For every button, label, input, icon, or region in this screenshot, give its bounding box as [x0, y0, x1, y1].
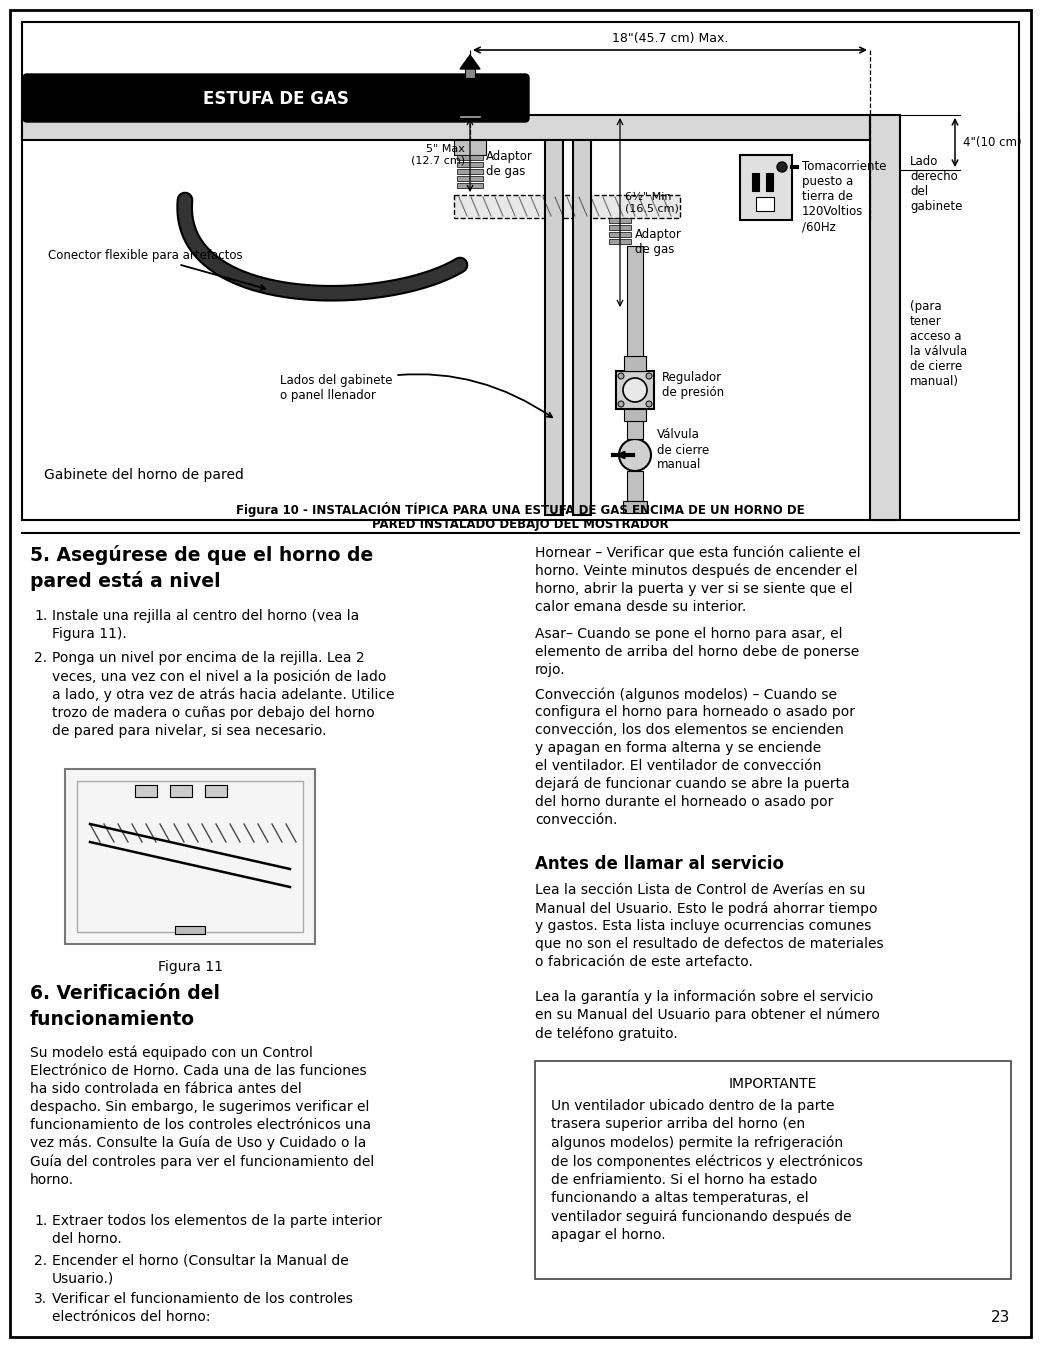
Bar [627, 471, 643, 501]
Bar [454, 195, 680, 218]
Bar [545, 140, 563, 515]
Bar [870, 114, 900, 520]
Bar [459, 114, 481, 119]
Circle shape [623, 379, 648, 401]
Text: Válvula
de cierre
manual: Válvula de cierre manual [657, 428, 709, 471]
Bar [205, 785, 227, 797]
Text: Figura 11: Figura 11 [157, 960, 223, 974]
Text: Verificar el funcionamiento de los controles
electrónicos del horno:: Verificar el funcionamiento de los contr… [52, 1292, 353, 1324]
Text: 18"(45.7 cm) Max.: 18"(45.7 cm) Max. [612, 32, 729, 44]
Bar [609, 238, 631, 244]
Text: ESTUFA DE GAS: ESTUFA DE GAS [203, 90, 349, 108]
Bar [740, 155, 792, 220]
Bar [457, 183, 483, 189]
Text: 2.: 2. [34, 1254, 47, 1268]
Bar [457, 162, 483, 167]
Bar [627, 409, 643, 439]
Bar [752, 172, 759, 191]
Text: 1.: 1. [34, 1214, 47, 1228]
Circle shape [777, 162, 787, 172]
Text: IMPORTANTE: IMPORTANTE [729, 1078, 817, 1091]
Text: 1.: 1. [34, 609, 47, 624]
Text: Tomacorriente
puesto a
tierra de
120Voltios
/60Hz: Tomacorriente puesto a tierra de 120Volt… [802, 160, 887, 233]
Bar [624, 356, 646, 370]
Text: 2.: 2. [34, 651, 47, 665]
Bar [175, 925, 205, 933]
Bar [766, 172, 773, 191]
Text: Hornear – Verificar que esta función caliente el
horno. Veinte minutos después d: Hornear – Verificar que esta función cal… [535, 546, 861, 614]
Text: Figura 10 - INSTALACIÓN TÍPICA PARA UNA ESTUFA DE GAS ENCIMA DE UN HORNO DE: Figura 10 - INSTALACIÓN TÍPICA PARA UNA … [235, 502, 805, 517]
Text: Lado
derecho
del
gabinete: Lado derecho del gabinete [910, 155, 962, 213]
Bar [77, 781, 303, 932]
Bar [135, 785, 157, 797]
Text: Regulador
de presión: Regulador de presión [662, 370, 725, 399]
Text: Un ventilador ubicado dentro de la parte
trasera superior arriba del horno (en
a: Un ventilador ubicado dentro de la parte… [551, 1099, 863, 1242]
Text: 23: 23 [991, 1311, 1010, 1325]
Bar [616, 370, 654, 409]
Text: Adaptor
de gas: Adaptor de gas [635, 228, 682, 256]
Text: Instale una rejilla al centro del horno (vea la
Figura 11).: Instale una rejilla al centro del horno … [52, 609, 359, 641]
Bar [465, 67, 475, 78]
Bar [65, 769, 315, 944]
Text: 6. Verificación del: 6. Verificación del [30, 985, 220, 1004]
FancyBboxPatch shape [23, 74, 529, 123]
Bar [457, 168, 483, 174]
Bar [624, 409, 646, 422]
Text: Antes de llamar al servicio: Antes de llamar al servicio [535, 855, 784, 873]
Text: Extraer todos los elementos de la parte interior
del horno.: Extraer todos los elementos de la parte … [52, 1214, 382, 1246]
Bar [454, 140, 486, 155]
Text: 6½" Min
(16.5 cm): 6½" Min (16.5 cm) [625, 191, 679, 213]
Text: Adaptor
de gas: Adaptor de gas [486, 150, 533, 178]
Bar [609, 232, 631, 237]
Text: Lados del gabinete
o panel llenador: Lados del gabinete o panel llenador [280, 374, 552, 418]
Bar [756, 197, 775, 211]
Text: pared está a nivel: pared está a nivel [30, 571, 221, 591]
Bar [457, 155, 483, 160]
Text: Lea la garantía y la información sobre el servicio
en su Manual del Usuario para: Lea la garantía y la información sobre e… [535, 989, 880, 1040]
Bar [623, 501, 648, 513]
Text: Convección (algunos modelos) – Cuando se
configura el horno para horneado o asad: Convección (algunos modelos) – Cuando se… [535, 687, 855, 827]
Polygon shape [460, 55, 480, 69]
Text: 3.: 3. [34, 1292, 47, 1307]
Text: Asar– Cuando se pone el horno para asar, el
elemento de arriba del horno debe de: Asar– Cuando se pone el horno para asar,… [535, 626, 859, 676]
Bar [22, 114, 870, 140]
Text: 4"(10 cm): 4"(10 cm) [963, 136, 1021, 150]
Text: Encender el horno (Consultar la Manual de
Usuario.): Encender el horno (Consultar la Manual d… [52, 1254, 349, 1286]
Bar [535, 1061, 1011, 1280]
Bar [22, 22, 1019, 520]
Text: Gabinete del horno de pared: Gabinete del horno de pared [44, 467, 244, 482]
Bar [573, 140, 591, 515]
Circle shape [646, 373, 652, 379]
Text: Ponga un nivel por encima de la rejilla. Lea 2
veces, una vez con el nivel a la : Ponga un nivel por encima de la rejilla.… [52, 651, 395, 738]
Bar [627, 247, 643, 370]
Text: Su modelo está equipado con un Control
Electrónico de Horno. Cada una de las fun: Su modelo está equipado con un Control E… [30, 1047, 375, 1187]
Text: PARED INSTALADO DEBAJO DEL MOSTRADOR: PARED INSTALADO DEBAJO DEL MOSTRADOR [372, 519, 668, 531]
Bar [609, 218, 631, 224]
Text: Lea la sección Lista de Control de Averías en su
Manual del Usuario. Esto le pod: Lea la sección Lista de Control de Averí… [535, 884, 884, 968]
Text: (para
tener
acceso a
la válvula
de cierre
manual): (para tener acceso a la válvula de cierr… [910, 300, 967, 388]
Bar [170, 785, 192, 797]
Circle shape [619, 439, 651, 471]
Circle shape [618, 373, 624, 379]
Bar [457, 176, 483, 180]
Text: 5. Asegúrese de que el horno de: 5. Asegúrese de que el horno de [30, 546, 374, 564]
Circle shape [646, 401, 652, 407]
Text: 5" Max
(12.7 cm): 5" Max (12.7 cm) [411, 144, 465, 166]
Text: funcionamiento: funcionamiento [30, 1010, 195, 1029]
Circle shape [618, 401, 624, 407]
Bar [609, 225, 631, 230]
Text: Conector flexible para artefactos: Conector flexible para artefactos [48, 248, 265, 290]
